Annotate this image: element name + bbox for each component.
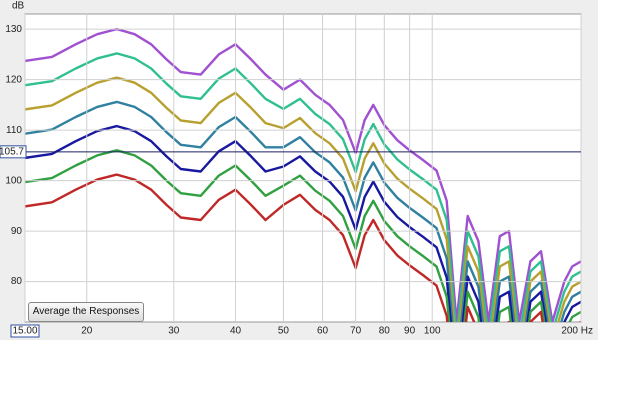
x-tick-label: 40: [230, 326, 242, 337]
x-tick-label: 20: [81, 326, 93, 337]
series-line: [25, 124, 581, 322]
cursor-box: [0, 145, 27, 159]
series-line: [25, 100, 581, 322]
y-tick-label: 90: [11, 226, 23, 237]
series-group: [25, 27, 581, 322]
series-line: [25, 27, 581, 322]
series-line: [25, 149, 581, 322]
y-axis-label: dB: [12, 1, 25, 12]
y-tick-label: 120: [5, 74, 22, 85]
x-tick-label: 30: [168, 326, 180, 337]
x-tick-label: 90: [404, 326, 416, 337]
y-tick-label: 80: [11, 276, 23, 287]
x-tick-label: 70: [350, 326, 362, 337]
x-tick-label: 100: [424, 326, 441, 337]
series-line: [25, 76, 581, 322]
cursor-label: 105.7: [0, 146, 24, 157]
average-button[interactable]: Average the Responses: [28, 302, 144, 322]
x-tick-label: 15.00: [12, 326, 37, 337]
series-line: [25, 52, 581, 322]
y-tick-label: 130: [5, 24, 22, 35]
plot-area: [24, 13, 582, 323]
x-tick-label: 60: [317, 326, 329, 337]
x-tick-label: 200 Hz: [561, 326, 593, 337]
y-tick-label: 100: [5, 175, 22, 186]
series-line: [25, 173, 581, 322]
x-tick-label: 50: [278, 326, 290, 337]
x-tick-label: 80: [379, 326, 391, 337]
x-cursor-box: [10, 324, 40, 338]
y-tick-label: 110: [6, 125, 22, 136]
